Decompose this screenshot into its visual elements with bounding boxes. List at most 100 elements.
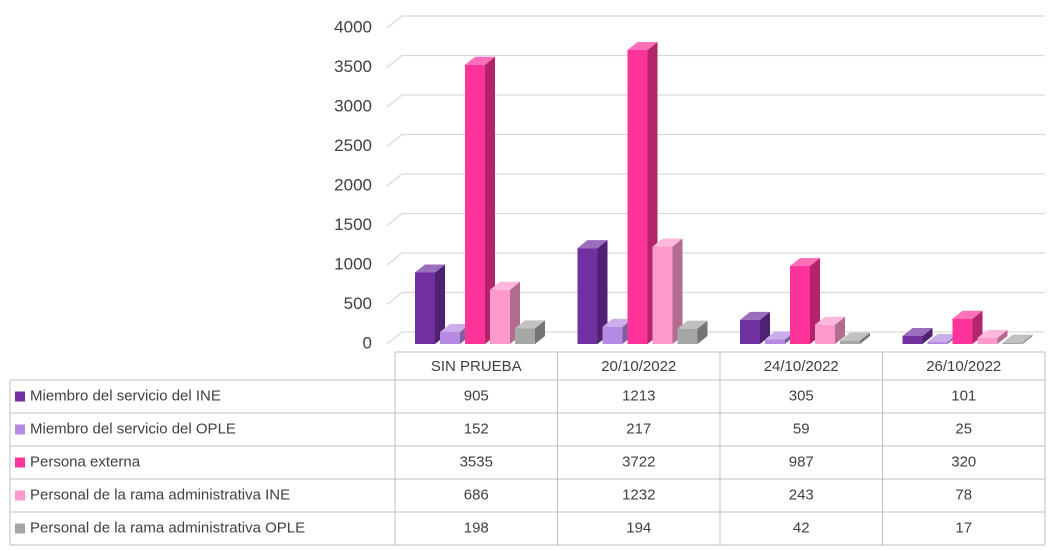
bar-top	[765, 331, 795, 340]
table-value: 686	[464, 486, 489, 503]
x-tick-label: 26/10/2022	[926, 358, 1001, 375]
table-value: 320	[951, 453, 976, 470]
table-value: 59	[793, 420, 810, 437]
legend-swatch	[15, 424, 25, 435]
bar	[440, 331, 460, 344]
bar-top	[440, 323, 470, 332]
bar-side	[760, 311, 770, 344]
bar-top	[790, 258, 820, 267]
bar	[815, 324, 835, 344]
table-value: 305	[789, 387, 814, 404]
bar	[652, 246, 673, 344]
y-tick-label: 1500	[334, 215, 372, 234]
bar-side	[997, 329, 1008, 344]
x-tick-label: 20/10/2022	[601, 358, 676, 375]
bar	[840, 340, 860, 344]
bar-top	[465, 56, 495, 65]
bar-top	[952, 310, 983, 319]
legend-swatch	[15, 523, 25, 534]
bar	[627, 49, 648, 344]
bar	[677, 328, 698, 344]
bar	[902, 336, 923, 344]
bar-top	[1002, 334, 1033, 343]
bar-side	[810, 258, 820, 344]
bar-top	[902, 328, 933, 337]
grid-line	[386, 173, 1045, 187]
table-value: 25	[955, 420, 972, 437]
bar	[415, 272, 435, 344]
table-value: 194	[626, 519, 651, 536]
bar-side	[597, 240, 608, 344]
bar	[515, 328, 535, 344]
bar-top	[815, 316, 845, 325]
bar-top	[652, 238, 683, 247]
bar-side	[672, 238, 683, 344]
legend-label: Miembro del servicio del INE	[30, 387, 221, 404]
bar-top	[927, 334, 958, 343]
bar	[977, 337, 998, 344]
bar-top	[490, 281, 520, 290]
bar-side	[485, 56, 495, 345]
y-tick-label: 4000	[334, 17, 372, 36]
bar-side	[972, 310, 983, 344]
table-value: 243	[789, 486, 814, 503]
table-value: 17	[955, 519, 972, 536]
bar-top	[627, 41, 658, 50]
legend-swatch	[15, 391, 25, 402]
legend-label: Personal de la rama administrativa INE	[30, 486, 290, 503]
bar-top	[677, 320, 708, 329]
table-value: 152	[464, 420, 489, 437]
grid-line	[386, 133, 1045, 148]
grid-line	[386, 15, 1045, 29]
table-value: 42	[793, 519, 810, 536]
bar	[765, 339, 785, 344]
bar	[952, 318, 973, 344]
y-tick-label: 2000	[334, 175, 372, 194]
x-tick-label: SIN PRUEBA	[431, 358, 522, 375]
bar-side	[697, 320, 708, 344]
bar-side	[922, 328, 933, 344]
bar-side	[835, 316, 845, 344]
table-value: 987	[789, 453, 814, 470]
bar	[602, 326, 623, 344]
bar-top	[840, 332, 870, 341]
bar-side	[435, 264, 445, 344]
y-tick-label: 3000	[334, 96, 372, 115]
legend-swatch	[15, 457, 25, 468]
bar-top	[515, 320, 545, 329]
bar-top	[577, 240, 608, 249]
bar	[790, 266, 810, 344]
table-value: 101	[951, 387, 976, 404]
legend-label: Miembro del servicio del OPLE	[30, 420, 236, 437]
grid-line	[386, 252, 1045, 266]
bar	[1002, 342, 1023, 344]
bar-side	[860, 332, 870, 344]
grid-line	[386, 94, 1045, 108]
bar	[465, 64, 485, 345]
y-tick-label: 500	[344, 294, 372, 313]
bar	[490, 289, 510, 344]
grid-line	[386, 291, 1045, 306]
x-tick-label: 24/10/2022	[764, 358, 839, 375]
bar-side	[1022, 334, 1033, 344]
grid-line	[386, 212, 1045, 227]
table-value: 905	[464, 387, 489, 404]
bar-top	[977, 329, 1008, 338]
table-value: 3722	[622, 453, 655, 470]
y-tick-label: 1000	[334, 254, 372, 273]
table-value: 198	[464, 519, 489, 536]
table-value: 217	[626, 420, 651, 437]
y-tick-label: 2500	[334, 136, 372, 155]
bar	[577, 248, 598, 344]
bar	[740, 319, 760, 344]
legend-swatch	[15, 490, 25, 501]
table-value: 78	[955, 486, 972, 503]
legend-label: Personal de la rama administrativa OPLE	[30, 519, 305, 536]
table-value: 1232	[622, 486, 655, 503]
bar	[927, 342, 948, 344]
y-tick-label: 3500	[334, 57, 372, 76]
table-value: 3535	[460, 453, 493, 470]
legend-label: Persona externa	[30, 453, 141, 470]
table-value: 1213	[622, 387, 655, 404]
